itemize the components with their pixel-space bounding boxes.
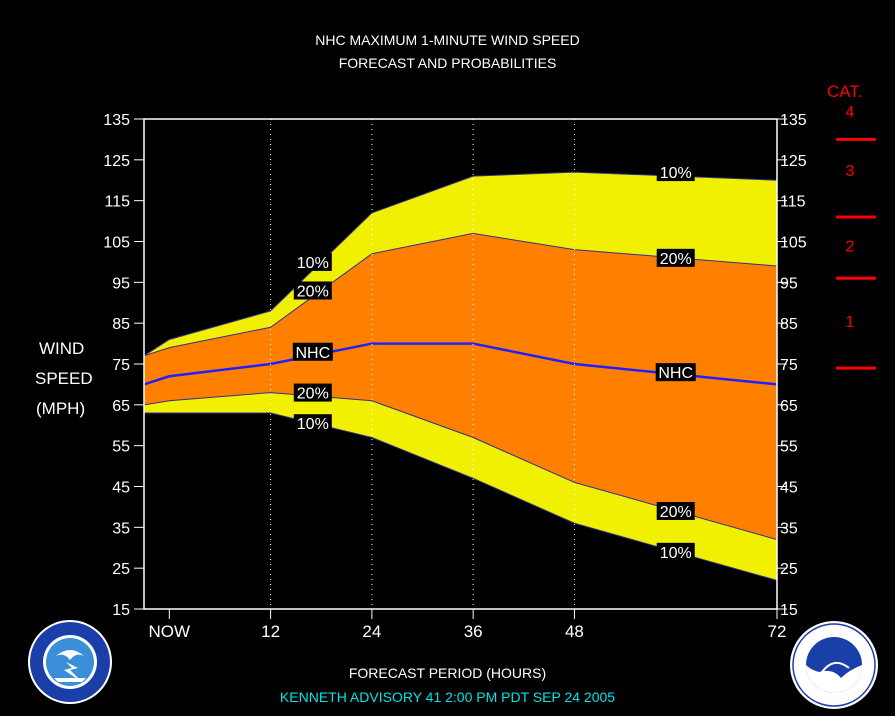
upper-10pct-edge	[143, 171, 778, 357]
annotation-label: 10%	[660, 545, 692, 562]
category-header: CAT.	[827, 82, 863, 101]
chart-title-line2: FORECAST AND PROBABILITIES	[338, 55, 557, 71]
y-tick-label-right: 125	[780, 153, 807, 170]
lower-20pct-edge	[143, 392, 778, 541]
x-axis-label: FORECAST PERIOD (HOURS)	[348, 665, 547, 681]
lower-10pct-edge	[144, 412, 778, 581]
annotation-label: 20%	[660, 504, 692, 521]
y-tick-label-left: 55	[112, 439, 130, 456]
annotation-box	[293, 281, 332, 300]
nws-logo	[26, 618, 114, 711]
annotation-box	[292, 342, 333, 361]
annotation-label: 20%	[297, 386, 329, 403]
annotation-label: 20%	[660, 251, 692, 268]
y-tick-label-right: 45	[780, 480, 798, 497]
x-tick-label: 36	[464, 622, 483, 641]
x-tick-label: NOW	[149, 622, 191, 641]
y-tick-label-left: 95	[112, 275, 130, 292]
x-tick-label: 12	[261, 622, 280, 641]
y-tick-label-left: 85	[112, 316, 130, 333]
x-tick-label: 48	[565, 622, 584, 641]
category-label: 4	[846, 104, 855, 121]
annotation-label: NHC	[295, 345, 330, 362]
annotation-label: 20%	[297, 284, 329, 301]
annotation-box	[293, 383, 332, 402]
y-tick-label-right: 55	[780, 439, 798, 456]
y-tick-label-right: 25	[780, 561, 798, 578]
x-tick-label: 24	[362, 622, 381, 641]
advisory-text: KENNETH ADVISORY 41 2:00 PM PDT SEP 24 2…	[279, 689, 616, 705]
annotation-label: 10%	[297, 255, 329, 272]
y-tick-label-right: 135	[780, 112, 807, 129]
y-tick-label-right: 115	[780, 194, 806, 211]
annotation-label: NHC	[658, 365, 693, 382]
y-tick-label-right: 105	[780, 235, 807, 252]
y-tick-label-left: 125	[103, 153, 130, 170]
x-tick-label: 72	[768, 622, 787, 641]
y-tick-label-right: 65	[780, 398, 798, 415]
annotation-box	[655, 363, 696, 382]
y-tick-label-left: 135	[103, 112, 130, 129]
category-label: 3	[846, 163, 855, 180]
y-tick-label-left: 105	[103, 235, 130, 252]
y-tick-label-left: 75	[112, 357, 130, 374]
y-axis-label-line3: (MPH)	[36, 399, 86, 418]
annotation-box	[656, 248, 695, 267]
category-label: 2	[846, 239, 855, 256]
annotation-label: 10%	[297, 416, 329, 433]
y-tick-label-left: 115	[104, 194, 130, 211]
y-axis-label-line2: SPEED	[35, 369, 93, 388]
category-label: 1	[846, 314, 855, 331]
y-tick-label-right: 75	[780, 357, 798, 374]
annotation-box	[656, 542, 695, 561]
inner-probability-band	[144, 233, 777, 540]
y-tick-label-right: 95	[780, 275, 798, 292]
y-tick-label-left: 65	[112, 398, 130, 415]
chart-title-line1: NHC MAXIMUM 1-MINUTE WIND SPEED	[315, 32, 580, 48]
annotation-box	[656, 163, 695, 182]
y-tick-label-left: 45	[112, 480, 130, 497]
y-tick-label-left: 15	[112, 602, 130, 619]
y-tick-label-left: 35	[112, 520, 130, 537]
annotation-box	[293, 414, 332, 433]
y-axis-label-line1: WIND	[39, 339, 85, 358]
y-tick-label-right: 85	[780, 316, 798, 333]
y-tick-label-right: 15	[780, 602, 798, 619]
noaa-logo	[789, 620, 879, 715]
annotation-label: 10%	[660, 165, 692, 182]
annotation-box	[656, 502, 695, 520]
y-tick-label-left: 25	[112, 561, 130, 578]
y-tick-label-right: 35	[780, 520, 798, 537]
annotation-box	[293, 252, 332, 271]
